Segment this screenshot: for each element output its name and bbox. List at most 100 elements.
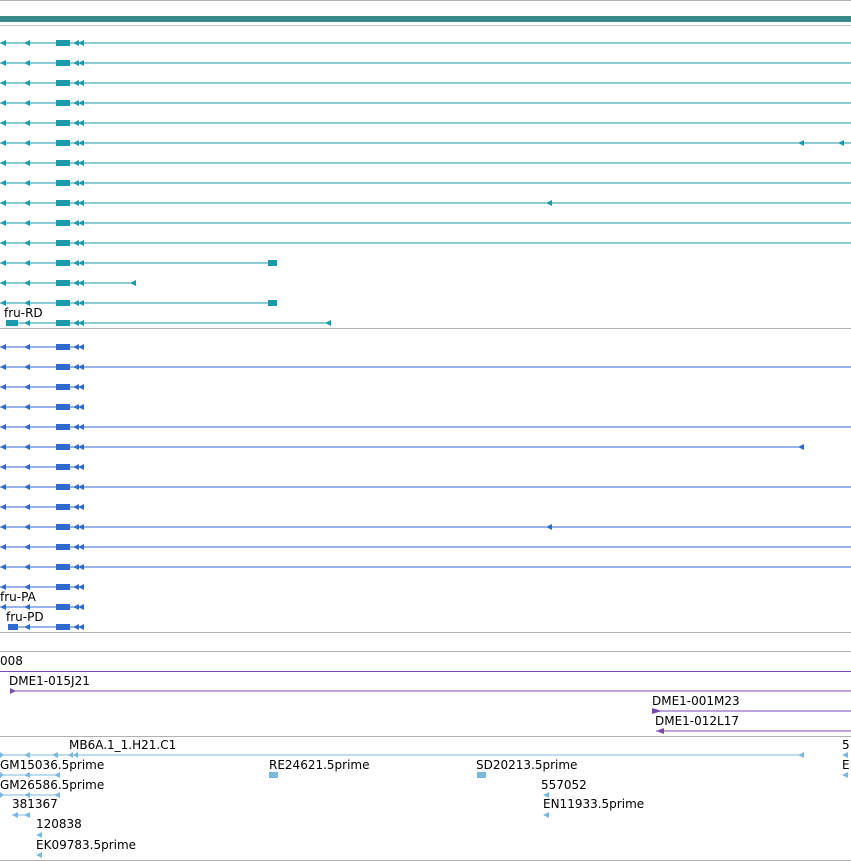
exon-block — [268, 260, 277, 266]
exon-block — [56, 300, 70, 306]
exon-block — [56, 180, 70, 186]
exon-block — [56, 100, 70, 106]
exon-arrow — [78, 564, 84, 570]
transcript-label-fru-rd[interactable]: fru-RD — [4, 306, 43, 320]
protein-row[interactable] — [0, 444, 804, 450]
transcript-row[interactable] — [0, 100, 851, 106]
protein-row[interactable] — [0, 504, 84, 510]
protein-label-fru-pd[interactable]: fru-PD — [6, 610, 44, 624]
est-arrow — [798, 752, 804, 758]
transcript-row[interactable] — [0, 220, 851, 226]
exon-arrow — [24, 564, 30, 570]
exon-arrow — [0, 524, 6, 530]
transcript-row[interactable] — [0, 140, 851, 146]
clone-label-001m23[interactable]: DME1-001M23 — [652, 694, 740, 708]
protein-row[interactable] — [0, 344, 84, 350]
exon-arrow — [546, 524, 552, 530]
exon-arrow — [0, 140, 6, 146]
protein-row[interactable] — [0, 364, 851, 370]
exon-arrow — [24, 300, 30, 306]
clone-label-015j21[interactable]: DME1-015J21 — [9, 674, 90, 688]
exon-arrow — [78, 320, 84, 326]
est-label-381367[interactable]: 381367 — [12, 797, 58, 811]
exon-arrow — [73, 60, 79, 66]
exon-arrow — [78, 464, 84, 470]
est-label-557052[interactable]: 557052 — [541, 778, 587, 792]
exon-arrow — [0, 504, 6, 510]
exon-arrow — [0, 584, 6, 590]
clone-arrow-012l17 — [656, 728, 664, 734]
exon-arrow — [73, 160, 79, 166]
exon-arrow — [546, 200, 552, 206]
est-label-sd20213[interactable]: SD20213.5prime — [476, 758, 577, 772]
exon-arrow — [0, 40, 6, 46]
exon-block — [6, 320, 18, 326]
transcript-row[interactable] — [0, 200, 851, 206]
exon-arrow — [0, 424, 6, 430]
transcript-row[interactable] — [0, 60, 851, 66]
est-label-gm26586[interactable]: GM26586.5prime — [0, 778, 104, 792]
exon-arrow — [24, 40, 30, 46]
exon-arrow — [78, 100, 84, 106]
exon-arrow — [24, 604, 30, 610]
transcript-row[interactable] — [6, 320, 331, 326]
exon-arrow — [0, 160, 6, 166]
protein-row[interactable] — [8, 624, 84, 630]
protein-row[interactable] — [0, 524, 851, 530]
est-block-sd20213[interactable] — [477, 772, 486, 778]
protein-row[interactable] — [0, 404, 84, 410]
protein-row[interactable] — [0, 544, 851, 550]
exon-arrow — [798, 444, 804, 450]
protein-row[interactable] — [0, 484, 851, 490]
transcript-row[interactable] — [0, 280, 136, 286]
est-label-re24621[interactable]: RE24621.5prime — [269, 758, 370, 772]
est-label-e[interactable]: E — [842, 758, 850, 772]
exon-block — [56, 484, 70, 490]
exon-arrow — [73, 140, 79, 146]
gene-span-bar[interactable] — [0, 16, 851, 22]
protein-row[interactable] — [0, 384, 84, 390]
exon-block — [56, 240, 70, 246]
transcript-row[interactable] — [0, 300, 277, 306]
transcript-row[interactable] — [0, 80, 851, 86]
exon-arrow — [24, 200, 30, 206]
protein-row[interactable] — [0, 584, 84, 590]
exon-arrow — [78, 200, 84, 206]
est-label-5[interactable]: 5 — [842, 738, 850, 752]
transcript-row[interactable] — [0, 240, 851, 246]
transcript-row[interactable] — [0, 120, 851, 126]
transcript-row[interactable] — [0, 260, 277, 266]
transcript-row[interactable] — [0, 160, 851, 166]
est-label-mb6a[interactable]: MB6A.1_1.H21.C1 — [69, 738, 176, 752]
exon-arrow — [78, 300, 84, 306]
est-label-gm15036[interactable]: GM15036.5prime — [0, 758, 104, 772]
est-label-120838[interactable]: 120838 — [36, 817, 82, 831]
transcript-row[interactable] — [0, 180, 851, 186]
exon-block — [56, 444, 70, 450]
exon-arrow — [73, 80, 79, 86]
exon-arrow — [838, 140, 844, 146]
protein-row[interactable] — [0, 564, 851, 570]
protein-row[interactable] — [0, 464, 84, 470]
transcript-row[interactable] — [0, 40, 851, 46]
exon-arrow — [73, 260, 79, 266]
exon-arrow — [78, 280, 84, 286]
est-label-ek09783[interactable]: EK09783.5prime — [36, 838, 136, 852]
exon-arrow — [78, 544, 84, 550]
est-label-en11933[interactable]: EN11933.5prime — [543, 797, 644, 811]
exon-block — [56, 564, 70, 570]
protein-row[interactable] — [0, 604, 84, 610]
clone-label-008[interactable]: 008 — [0, 654, 23, 668]
protein-label-fru-pa[interactable]: fru-PA — [0, 590, 37, 604]
exon-block — [56, 524, 70, 530]
exon-block — [56, 320, 70, 326]
exon-arrow — [325, 320, 331, 326]
exon-arrow — [24, 80, 30, 86]
protein-row[interactable] — [0, 424, 851, 430]
clone-label-012l17[interactable]: DME1-012L17 — [655, 714, 739, 728]
exon-arrow — [24, 364, 30, 370]
exon-block — [56, 404, 70, 410]
exon-arrow — [78, 364, 84, 370]
est-arrow — [842, 752, 848, 758]
est-block-re24621[interactable] — [269, 772, 278, 778]
